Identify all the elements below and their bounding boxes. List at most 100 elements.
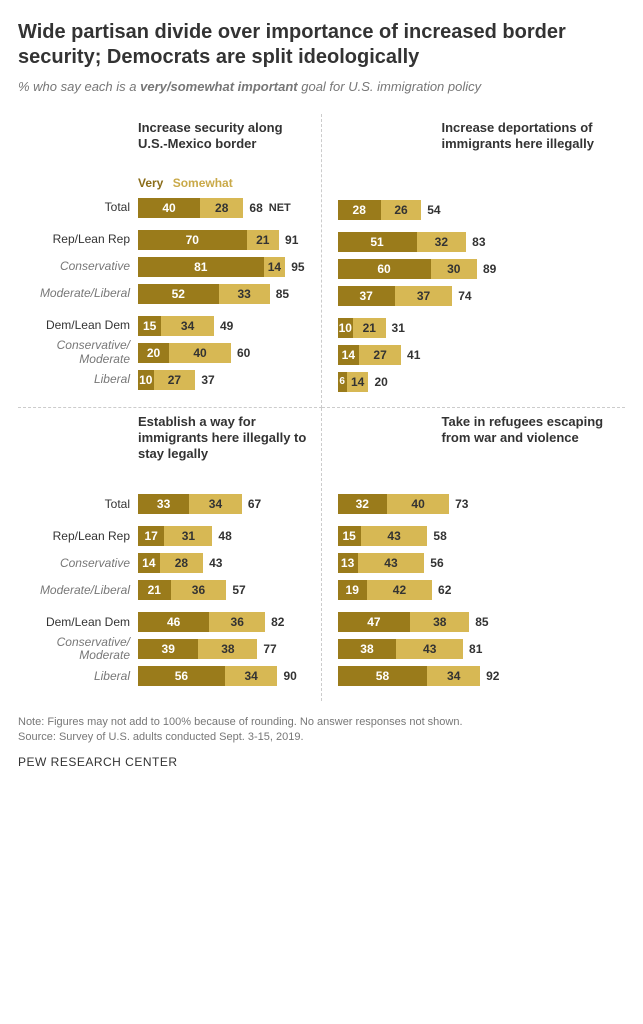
net-value: 85 — [475, 615, 488, 629]
segment-very: 56 — [138, 666, 225, 686]
data-row: 373774 — [330, 284, 618, 308]
bar-wrap: 173148 — [138, 526, 313, 546]
data-row: Total402868NET — [26, 196, 313, 220]
bar-wrap: 5634 90 — [138, 666, 313, 686]
segment-somewhat: 28 — [200, 198, 243, 218]
stacked-bar: 2040 — [138, 343, 231, 363]
segment-very: 17 — [138, 526, 164, 546]
row-label: Liberal — [26, 373, 138, 386]
segment-somewhat: 36 — [209, 612, 265, 632]
data-row: 1343 56 — [330, 551, 618, 575]
segment-very: 6 — [338, 372, 347, 392]
data-row: 384381 — [330, 637, 618, 661]
bar-wrap: 282654 — [338, 200, 618, 220]
segment-very: 51 — [338, 232, 417, 252]
net-value: 83 — [472, 235, 485, 249]
net-value: 73 — [455, 497, 468, 511]
segment-very: 14 — [338, 345, 360, 365]
panel-title: Take in refugees escaping from war and v… — [442, 414, 618, 462]
net-value: 85 — [276, 287, 289, 301]
segment-somewhat: 36 — [171, 580, 227, 600]
segment-very: 39 — [138, 639, 198, 659]
segment-very: 58 — [338, 666, 428, 686]
data-row: Conservative/Moderate393877 — [26, 637, 313, 661]
panel-bl: Establish a way for immigrants here ille… — [18, 408, 322, 702]
net-value: 82 — [271, 615, 284, 629]
panel-title: Increase deportations of immigrants here… — [442, 120, 618, 168]
net-value: 41 — [407, 348, 420, 362]
segment-very: 47 — [338, 612, 411, 632]
data-row: Dem/Lean Dem463682 — [26, 610, 313, 634]
segment-very: 33 — [138, 494, 189, 514]
data-row: Moderate/Liberal523385 — [26, 282, 313, 306]
stacked-bar: 1027 — [138, 370, 195, 390]
segment-somewhat: 34 — [189, 494, 242, 514]
stacked-bar: 4636 — [138, 612, 265, 632]
data-row: 61420 — [330, 370, 618, 394]
bar-wrap: 1427 41 — [338, 345, 618, 365]
bar-wrap: 811495 — [138, 257, 313, 277]
segment-somewhat: 38 — [198, 639, 257, 659]
net-value: 95 — [291, 260, 304, 274]
bar-wrap: 194262 — [338, 580, 618, 600]
net-value: 90 — [283, 669, 296, 683]
segment-very: 46 — [138, 612, 209, 632]
segment-very: 10 — [138, 370, 154, 390]
net-value: 48 — [218, 529, 231, 543]
bar-wrap: 3240 73 — [338, 494, 618, 514]
bar-wrap: 393877 — [138, 639, 313, 659]
segment-very: 40 — [138, 198, 200, 218]
segment-very: 32 — [338, 494, 388, 514]
data-row: 473885 — [330, 610, 618, 634]
segment-somewhat: 26 — [381, 200, 421, 220]
net-value: 91 — [285, 233, 298, 247]
net-value: 68 — [249, 201, 262, 215]
stacked-bar: 5233 — [138, 284, 270, 304]
bar-wrap: 603089 — [338, 259, 618, 279]
stacked-bar: 3240 — [338, 494, 450, 514]
segment-very: 70 — [138, 230, 247, 250]
data-row: Rep/Lean Rep173148 — [26, 524, 313, 548]
stacked-bar: 3938 — [138, 639, 257, 659]
net-value: 56 — [430, 556, 443, 570]
data-row: Conservative811495 — [26, 255, 313, 279]
stacked-bar: 1343 — [338, 553, 425, 573]
panel-tr: Increase deportations of immigrants here… — [322, 114, 626, 408]
segment-very: 20 — [138, 343, 169, 363]
segment-very: 19 — [338, 580, 367, 600]
legend-very: Very — [138, 176, 163, 190]
chart-title: Wide partisan divide over importance of … — [18, 20, 625, 70]
net-value: 92 — [486, 669, 499, 683]
segment-very: 15 — [138, 316, 161, 336]
subtitle-suffix: goal for U.S. immigration policy — [298, 79, 482, 94]
chart-subtitle: % who say each is a very/somewhat import… — [18, 78, 625, 96]
bar-wrap: 102737 — [138, 370, 313, 390]
segment-somewhat: 21 — [247, 230, 280, 250]
note-line-1: Note: Figures may not add to 100% becaus… — [18, 715, 625, 730]
segment-somewhat: 14 — [264, 257, 286, 277]
net-value: 31 — [392, 321, 405, 335]
net-label: NET — [269, 202, 291, 214]
segment-somewhat: 14 — [347, 372, 369, 392]
net-value: 74 — [458, 289, 471, 303]
data-row: 603089 — [330, 257, 618, 281]
segment-somewhat: 42 — [367, 580, 432, 600]
segment-somewhat: 40 — [387, 494, 449, 514]
row-label: Moderate/Liberal — [26, 584, 138, 597]
segment-somewhat: 21 — [353, 318, 386, 338]
segment-somewhat: 34 — [225, 666, 278, 686]
net-value: 89 — [483, 262, 496, 276]
row-label: Conservative/Moderate — [26, 636, 138, 662]
segment-somewhat: 32 — [417, 232, 467, 252]
net-value: 57 — [232, 583, 245, 597]
stacked-bar: 1021 — [338, 318, 386, 338]
segment-somewhat: 27 — [359, 345, 401, 365]
stacked-bar: 1428 — [138, 553, 203, 573]
segment-somewhat: 30 — [431, 259, 478, 279]
footer-attribution: PEW RESEARCH CENTER — [18, 755, 625, 769]
net-value: 67 — [248, 497, 261, 511]
stacked-bar: 1543 — [338, 526, 428, 546]
segment-somewhat: 34 — [161, 316, 214, 336]
data-row: Conservative/Moderate204060 — [26, 341, 313, 365]
stacked-bar: 5634 — [138, 666, 277, 686]
